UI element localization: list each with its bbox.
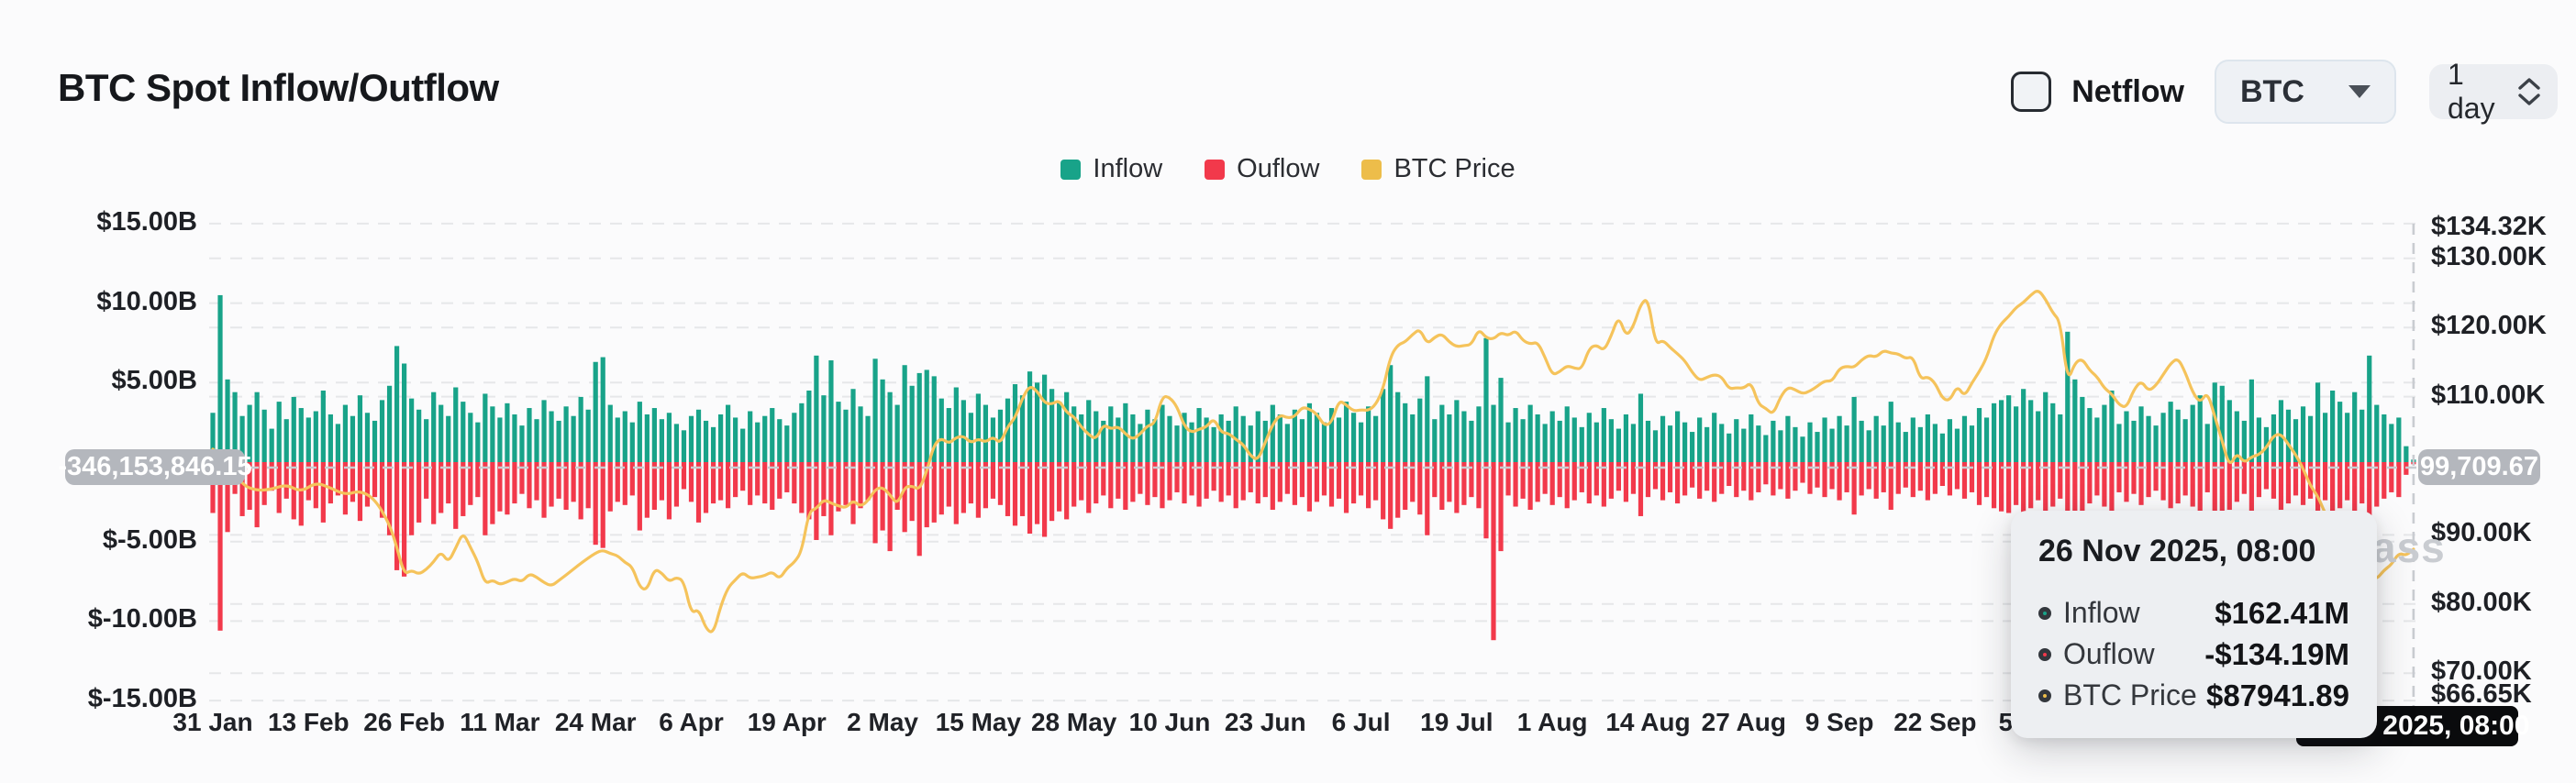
legend-label-outflow: Ouflow xyxy=(1237,154,1320,183)
x-axis-tick: 9 Sep xyxy=(1804,708,1874,736)
tooltip-label: BTC Price xyxy=(2063,678,2197,711)
y-axis-right-tick: $134.32K xyxy=(2431,212,2547,242)
tooltip-date: 26 Nov 2025, 08:00 xyxy=(2038,534,2316,568)
x-axis-tick: 10 Jun xyxy=(1128,708,1211,736)
netflow-checkbox[interactable] xyxy=(2011,72,2052,112)
tooltip-row-outflow: Ouflow -$134.19M xyxy=(2038,634,2349,675)
y-axis-right-tick: $110.00K xyxy=(2431,380,2546,410)
x-axis-tick: 6 Jul xyxy=(1331,708,1391,736)
y-axis-right-tick: $66.65K xyxy=(2431,679,2532,710)
tooltip-value: $87941.89 xyxy=(2206,678,2349,712)
chart-legend: Inflow Ouflow BTC Price xyxy=(0,154,2576,184)
inflow-swatch-icon xyxy=(1060,159,1082,180)
tooltip-label: Inflow xyxy=(2063,596,2140,629)
x-axis-tick: 26 Feb xyxy=(363,708,445,736)
y-axis-right-tick: $80.00K xyxy=(2431,587,2532,617)
left-axis-crosshair-badge: -346,153,846.15 xyxy=(58,449,252,485)
y-axis-left-tick: $5.00B xyxy=(111,366,197,396)
chart-controls: Netflow BTC 1 day xyxy=(2011,55,2558,128)
legend-item-outflow[interactable]: Ouflow xyxy=(1205,154,1319,184)
x-axis-tick: 27 Aug xyxy=(1701,708,1786,736)
x-axis-tick: 31 Jan xyxy=(172,708,253,736)
x-axis-tick: 28 May xyxy=(1030,708,1117,736)
tooltip-row-btc-price: BTC Price $87941.89 xyxy=(2038,675,2349,716)
outflow-dot-icon xyxy=(2038,647,2051,661)
x-axis-tick: 22 Sep xyxy=(1893,708,1977,736)
y-axis-left-tick: $-10.00B xyxy=(87,604,197,634)
x-axis-tick: 13 Feb xyxy=(267,708,350,736)
right-axis-crosshair-badge: 99,709.67 xyxy=(2418,449,2540,485)
tooltip-label: Ouflow xyxy=(2063,637,2155,670)
coin-select[interactable]: BTC xyxy=(2215,60,2396,124)
x-axis-tick: 19 Apr xyxy=(747,708,827,736)
y-axis-right-tick: $130.00K xyxy=(2431,241,2547,271)
btc-price-swatch-icon xyxy=(1361,159,1382,180)
chart-tooltip: 26 Nov 2025, 08:00 Inflow $162.41M Ouflo… xyxy=(2011,511,2377,738)
x-axis-tick: 11 Mar xyxy=(460,708,540,736)
watermark: ass xyxy=(2372,524,2446,571)
x-axis-tick: 2 May xyxy=(847,708,918,736)
netflow-checkbox-label[interactable]: Netflow xyxy=(2071,73,2184,109)
x-axis-tick: 23 Jun xyxy=(1224,708,1306,736)
y-axis-left-tick: $-15.00B xyxy=(87,684,197,714)
coin-select-value: BTC xyxy=(2240,73,2304,109)
inflow-dot-icon xyxy=(2038,606,2051,620)
chevron-down-icon xyxy=(2348,85,2371,98)
btc-price-dot-icon xyxy=(2038,689,2051,702)
x-axis-tick: 24 Mar xyxy=(554,708,637,736)
y-axis-right-tick: $90.00K xyxy=(2431,518,2532,548)
y-axis-right-tick: $70.00K xyxy=(2431,656,2532,687)
x-axis-tick: 6 Apr xyxy=(659,708,724,736)
legend-item-inflow[interactable]: Inflow xyxy=(1060,154,1162,184)
outflow-swatch-icon xyxy=(1205,159,1226,180)
tooltip-value: $162.41M xyxy=(2215,595,2349,630)
x-axis-tick: 1 Aug xyxy=(1516,708,1588,736)
stepper-icon xyxy=(2517,78,2541,105)
tooltip-row-inflow: Inflow $162.41M xyxy=(2038,592,2349,634)
x-axis-tick: 19 Jul xyxy=(1420,708,1493,736)
y-axis-right-tick: $120.00K xyxy=(2431,311,2547,341)
x-axis-tick: 14 Aug xyxy=(1605,708,1691,736)
page-title: BTC Spot Inflow/Outflow xyxy=(58,66,499,109)
interval-select-value: 1 day xyxy=(2448,58,2495,125)
legend-label-inflow: Inflow xyxy=(1093,154,1163,183)
tooltip-value: -$134.19M xyxy=(2204,636,2349,671)
legend-label-btc-price: BTC Price xyxy=(1393,154,1516,183)
interval-select[interactable]: 1 day xyxy=(2429,58,2558,125)
x-axis-tick: 15 May xyxy=(935,708,1022,736)
legend-item-btc-price[interactable]: BTC Price xyxy=(1361,154,1516,184)
y-axis-left-tick: $10.00B xyxy=(96,286,197,316)
y-axis-left-tick: $15.00B xyxy=(96,206,197,237)
y-axis-left-tick: $-5.00B xyxy=(102,524,197,555)
